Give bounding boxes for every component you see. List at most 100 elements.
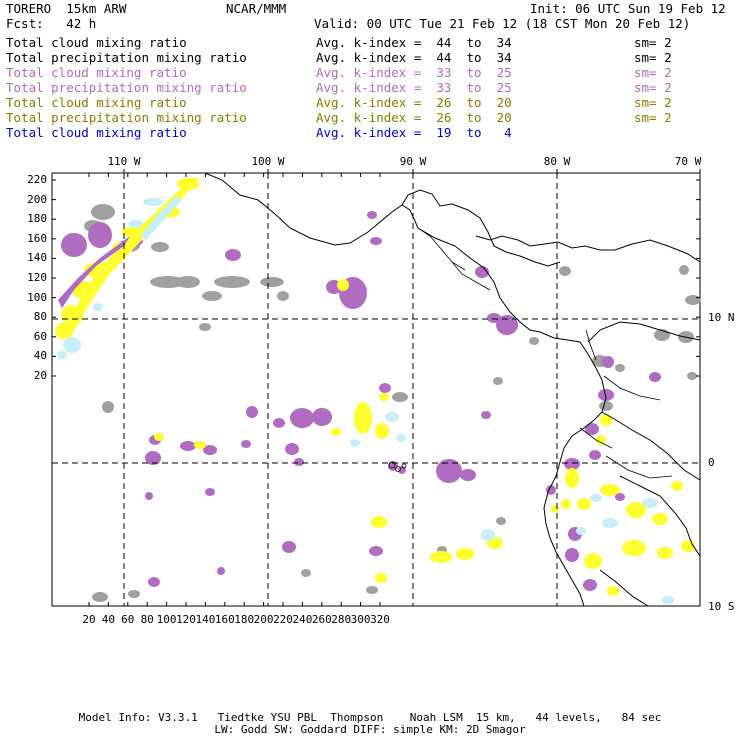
longitude-label: 80 W (543, 155, 571, 168)
y-tick-label: 100 (27, 290, 47, 304)
blue-cloud-blob (590, 494, 602, 502)
x-tick-label: 140 (195, 613, 216, 626)
purple-cloud-blob (379, 383, 391, 393)
legend-field-name: Total precipitation mixing ratio (6, 110, 247, 125)
coastline (587, 321, 701, 343)
purple-cloud-blob (294, 458, 304, 466)
purple-cloud-blob (205, 488, 215, 496)
model-info-line2: LW: Godd SW: Goddard DIFF: simple KM: 2D… (214, 723, 526, 736)
x-tick-label: 80 (140, 613, 154, 626)
yellow-cloud-blob (194, 441, 206, 449)
purple-cloud-blob (217, 567, 225, 575)
galapagos-island (401, 463, 407, 469)
gray-cloud-blob (199, 323, 211, 331)
purple-cloud-blob (282, 541, 296, 553)
yellow-cloud-blob (622, 540, 646, 556)
y-tick-label: 60 (33, 329, 47, 343)
purple-cloud-blob (615, 493, 625, 501)
legend-row: Total cloud mixing ratio Avg. k-index = 4… (6, 36, 736, 50)
center-label: NCAR/MMM (226, 1, 287, 16)
gray-cloud-blob (102, 401, 114, 413)
coastline (601, 411, 701, 481)
country-border (451, 261, 491, 291)
yellow-cloud-blob (657, 547, 673, 559)
legend-field-name: Total cloud mixing ratio (6, 95, 187, 110)
yellow-cloud-blob (626, 502, 646, 518)
yellow-cloud-blob (671, 481, 683, 491)
longitude-label: 70 W (674, 155, 702, 168)
yellow-cloud-blob (551, 505, 559, 513)
x-tick-label: 160 (214, 613, 235, 626)
model-title: TORERO 15km ARW (6, 1, 127, 16)
purple-cloud-blob (367, 211, 377, 219)
coastline (401, 189, 561, 267)
purple-cloud-blob (225, 249, 241, 261)
galapagos-island (395, 466, 401, 472)
legend-row: Total cloud mixing ratio Avg. k-index = 1… (6, 126, 736, 140)
gray-cloud-blob (685, 295, 701, 305)
legend-field-name: Total cloud mixing ratio (6, 35, 187, 50)
latitude-label: 0 (708, 456, 715, 469)
yellow-cloud-blob (354, 402, 372, 434)
y-tick-label: 160 (27, 231, 47, 245)
galapagos-island (388, 461, 396, 469)
gray-cloud-blob (277, 291, 289, 301)
country-border (417, 227, 466, 271)
blue-cloud-blob (396, 434, 406, 442)
purple-cloud-blob (602, 356, 614, 368)
country-border (585, 329, 597, 361)
legend-row: Total cloud mixing ratio Avg. k-index = 2… (6, 96, 736, 110)
latitude-label: 10 S (708, 600, 735, 613)
legend-smoothing: sm= 2 (634, 50, 672, 65)
legend-smoothing: sm= 2 (634, 95, 672, 110)
y-tick-label: 120 (27, 271, 47, 284)
forecast-hour: Fcst: 42 h (6, 16, 97, 31)
gray-cloud-blob (92, 592, 108, 602)
blue-cloud-blob (143, 198, 163, 206)
purple-cloud-blob (369, 546, 383, 556)
yellow-cloud-blob (561, 499, 571, 509)
gray-cloud-blob (260, 277, 284, 287)
legend-smoothing: sm= 2 (634, 80, 672, 95)
gray-cloud-blob (559, 266, 571, 276)
purple-cloud-blob (487, 313, 501, 323)
gray-cloud-blob (202, 291, 222, 301)
x-tick-label: 240 (292, 613, 313, 626)
purple-cloud-blob (649, 372, 661, 382)
purple-cloud-blob (481, 411, 491, 419)
y-tick-label: 220 (27, 173, 47, 186)
longitude-label: 100 W (251, 155, 285, 168)
purple-cloud-blob (436, 459, 462, 483)
gray-cloud-blob (301, 569, 311, 577)
yellow-cloud-blob (331, 428, 341, 436)
x-tick-label: 100 (156, 613, 177, 626)
blue-cloud-blob (128, 220, 144, 228)
x-tick-label: 20 (82, 613, 96, 626)
gray-cloud-blob (150, 276, 186, 288)
purple-cloud-blob (145, 492, 153, 500)
purple-cloud-blob (246, 406, 258, 418)
x-tick-label: 200 (253, 613, 274, 626)
purple-cloud-blob (585, 423, 599, 435)
longitude-label: 90 W (399, 155, 427, 168)
purple-cloud-blob (496, 315, 518, 335)
x-tick-label: 40 (101, 613, 116, 626)
x-tick-label: 320 (370, 613, 390, 626)
yellow-cloud-blob (379, 393, 389, 401)
yellow-cloud-blob (577, 498, 591, 510)
purple-cloud-blob (241, 440, 251, 448)
blue-cloud-blob (93, 303, 103, 311)
y-tick-label: 140 (27, 251, 47, 265)
purple-cloud-blob (583, 579, 597, 591)
x-tick-label: 60 (121, 613, 135, 626)
longitude-label: 110 W (107, 155, 141, 168)
gray-cloud-blob (176, 276, 200, 288)
gray-cloud-blob (496, 517, 506, 525)
yellow-cloud-blob (375, 423, 389, 439)
y-tick-label: 20 (33, 369, 47, 382)
blue-streak (140, 196, 182, 240)
legend-k-index: Avg. k-index = 44 to 34 (316, 50, 512, 65)
yellow-cloud-blob (600, 484, 620, 496)
legend-smoothing: sm= 2 (634, 35, 672, 50)
purple-cloud-blob (273, 418, 285, 428)
